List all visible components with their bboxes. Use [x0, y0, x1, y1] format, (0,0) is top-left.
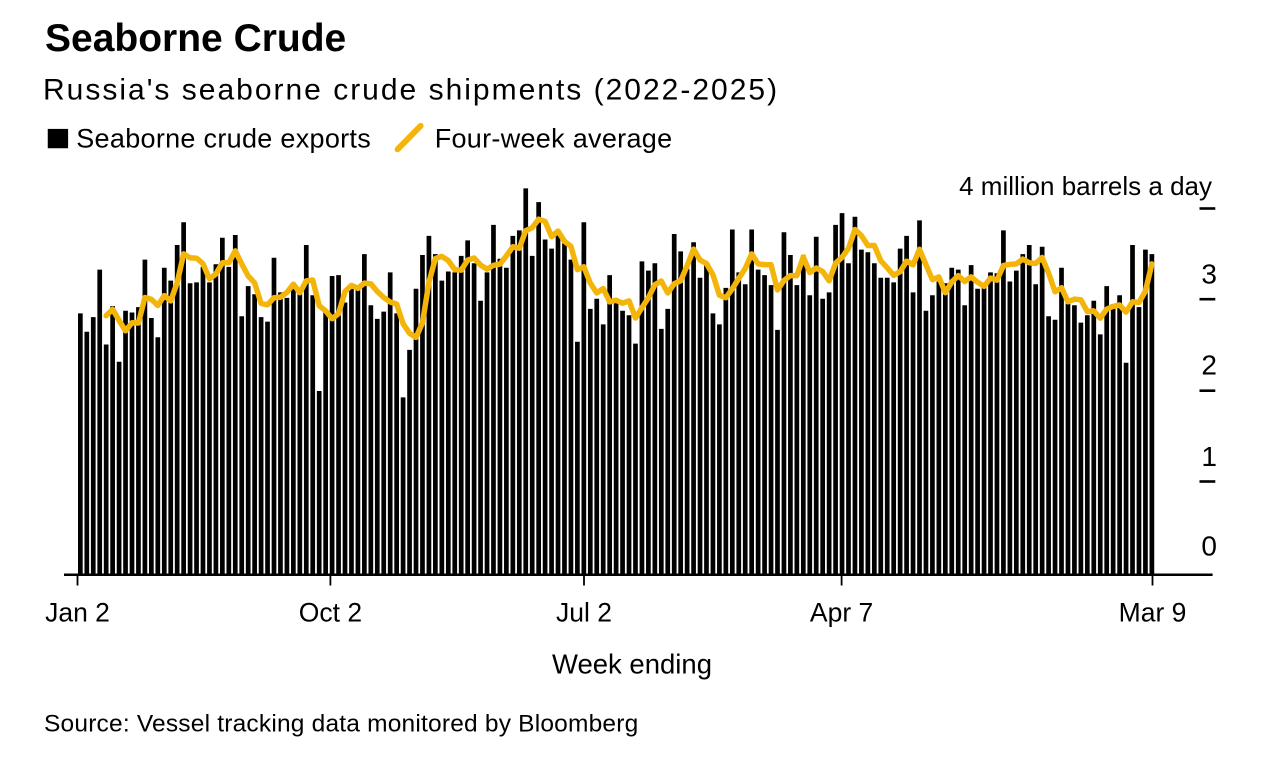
svg-text:0: 0 [1201, 531, 1217, 562]
svg-text:4 million barrels a day: 4 million barrels a day [959, 171, 1212, 201]
svg-text:Oct 2: Oct 2 [299, 598, 362, 628]
svg-text:Seaborne Crude: Seaborne Crude [45, 17, 346, 60]
svg-text:Jul 2: Jul 2 [556, 598, 612, 628]
svg-text:Seaborne crude exports: Seaborne crude exports [76, 124, 371, 154]
svg-text:Russia's seaborne crude shipme: Russia's seaborne crude shipments (2022-… [43, 74, 779, 107]
svg-text:1: 1 [1201, 441, 1217, 472]
svg-text:Mar 9: Mar 9 [1119, 598, 1187, 628]
svg-text:Week ending: Week ending [552, 649, 712, 680]
svg-text:Jan 2: Jan 2 [45, 598, 110, 628]
svg-text:2: 2 [1201, 350, 1217, 381]
svg-text:3: 3 [1201, 259, 1217, 290]
svg-text:Four-week average: Four-week average [435, 124, 673, 154]
svg-text:Source: Vessel tracking data m: Source: Vessel tracking data monitored b… [44, 711, 638, 738]
svg-text:Apr 7: Apr 7 [810, 598, 873, 628]
